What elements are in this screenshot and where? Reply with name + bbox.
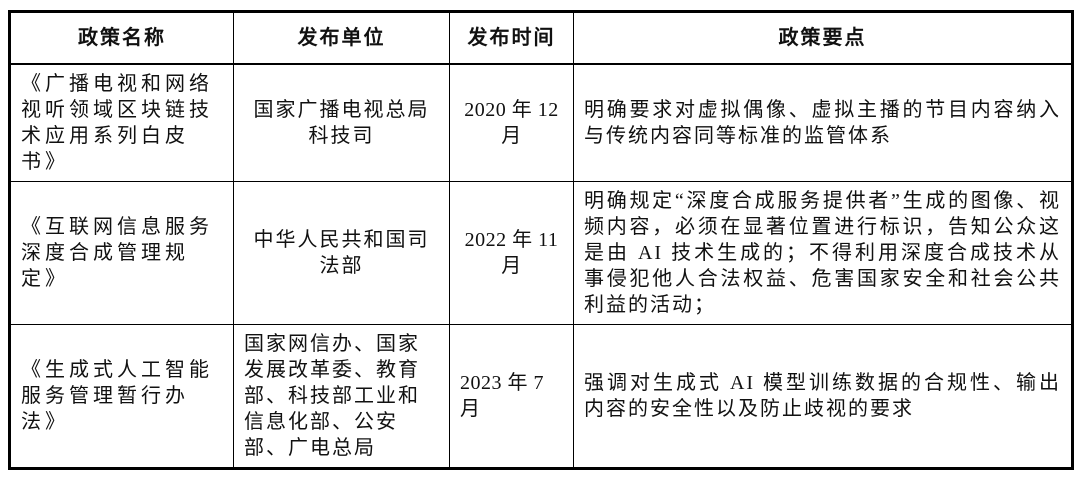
cell-policy-points: 强调对生成式 AI 模型训练数据的合规性、输出内容的安全性以及防止歧视的要求 xyxy=(573,324,1073,469)
column-header-issuing-unit: 发布单位 xyxy=(233,11,450,65)
cell-issuing-unit: 中华人民共和国司法部 xyxy=(233,181,450,325)
table-row: 《生成式人工智能服务管理暂行办法》 国家网信办、国家发展改革委、教育部、科技部工… xyxy=(9,324,1073,469)
column-header-policy-name: 政策名称 xyxy=(9,11,234,65)
header-row: 政策名称 发布单位 发布时间 政策要点 xyxy=(9,11,1073,65)
cell-policy-name: 《互联网信息服务深度合成管理规定》 xyxy=(9,181,234,325)
cell-policy-points: 明确要求对虚拟偶像、虚拟主播的节目内容纳入与传统内容同等标准的监管体系 xyxy=(573,63,1073,182)
column-header-policy-points: 政策要点 xyxy=(573,11,1073,65)
cell-policy-name: 《生成式人工智能服务管理暂行办法》 xyxy=(9,324,234,469)
policy-table: 政策名称 发布单位 发布时间 政策要点 《广播电视和网络视听领域区块链技术应用系… xyxy=(8,10,1074,470)
column-header-issue-date: 发布时间 xyxy=(449,11,574,65)
cell-issue-date: 2023 年 7 月 xyxy=(449,324,574,469)
cell-policy-points: 明确规定“深度合成服务提供者”生成的图像、视频内容，必须在显著位置进行标识，告知… xyxy=(573,181,1073,325)
cell-policy-name: 《广播电视和网络视听领域区块链技术应用系列白皮书》 xyxy=(9,63,234,182)
table-row: 《广播电视和网络视听领域区块链技术应用系列白皮书》 国家广播电视总局科技司 20… xyxy=(9,63,1073,182)
cell-issuing-unit: 国家网信办、国家发展改革委、教育部、科技部工业和信息化部、公安部、广电总局 xyxy=(233,324,450,469)
cell-issue-date: 2022 年 11 月 xyxy=(449,181,574,325)
cell-issuing-unit: 国家广播电视总局科技司 xyxy=(233,63,450,182)
cell-issue-date: 2020 年 12 月 xyxy=(449,63,574,182)
table-row: 《互联网信息服务深度合成管理规定》 中华人民共和国司法部 2022 年 11 月… xyxy=(9,181,1073,325)
